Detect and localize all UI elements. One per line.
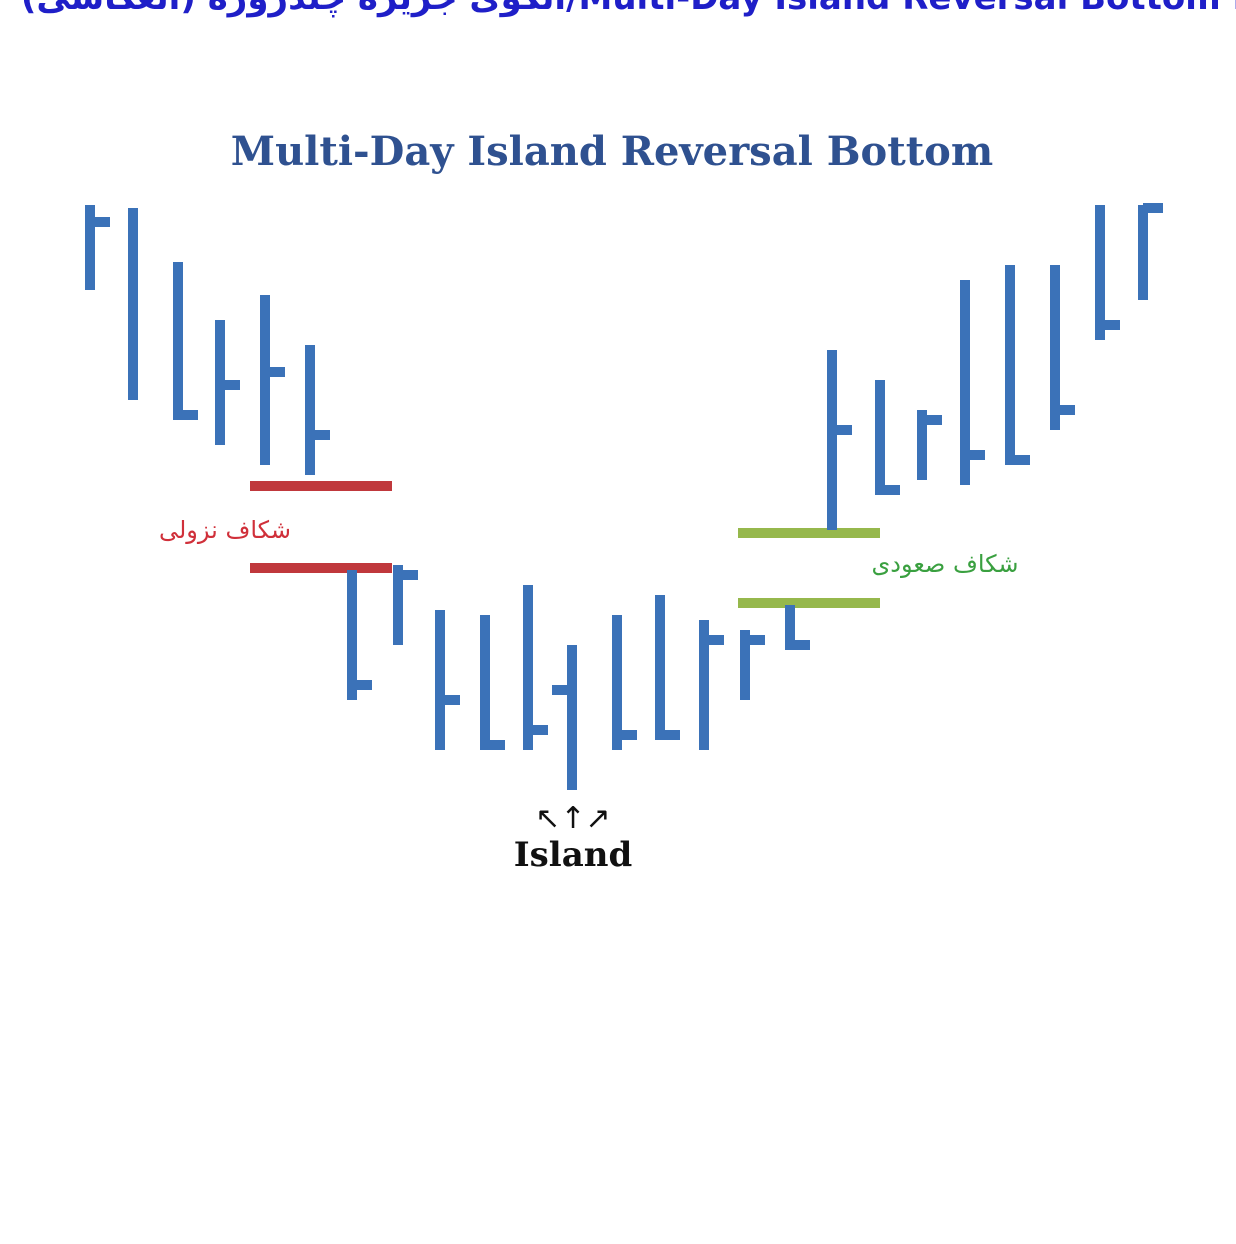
header: الگوی جزیره چندروزه (انعکاسی)/Multi-Day … xyxy=(0,0,1236,38)
gap-down-label: شکاف نزولی xyxy=(159,516,291,544)
gap-up-label: شکاف صعودی xyxy=(871,550,1018,578)
page-title: الگوی جزیره چندروزه (انعکاسی)/Multi-Day … xyxy=(21,0,1236,18)
arrows: ↖↑↗ xyxy=(535,801,610,836)
diagram-title: Multi-Day Island Reversal Bottom xyxy=(231,128,993,175)
price-bars xyxy=(85,203,1163,790)
island-label: Island xyxy=(514,835,633,875)
